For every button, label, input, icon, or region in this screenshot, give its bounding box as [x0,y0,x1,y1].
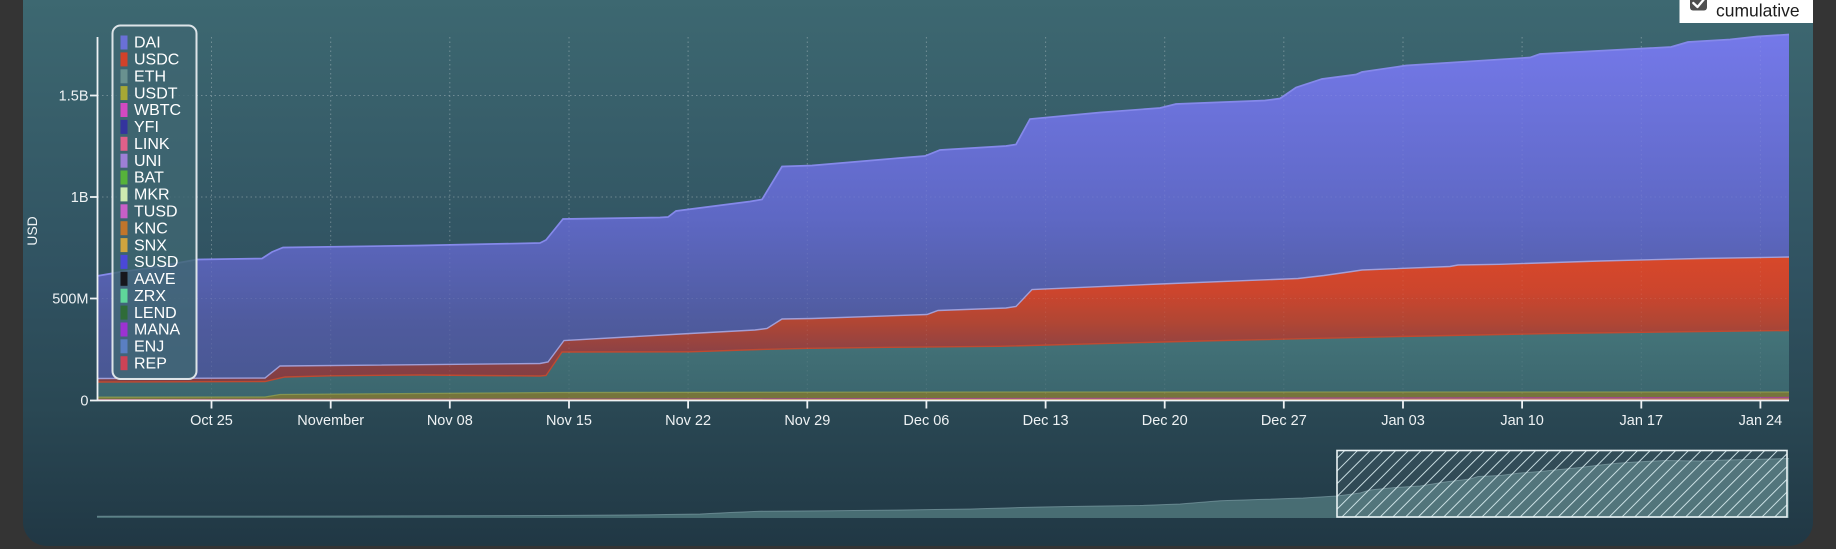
svg-text:MANA: MANA [134,322,181,339]
svg-text:USDT: USDT [134,85,178,102]
svg-text:LEND: LEND [134,305,177,322]
svg-text:November: November [297,413,364,429]
svg-text:WBTC: WBTC [134,102,181,119]
svg-text:YFI: YFI [134,119,159,136]
svg-text:Oct 25: Oct 25 [190,413,233,429]
svg-text:Nov 08: Nov 08 [427,413,473,429]
svg-text:Nov 29: Nov 29 [784,413,830,429]
svg-text:Dec 20: Dec 20 [1142,413,1188,429]
svg-text:USDC: USDC [134,52,179,69]
svg-text:Nov 15: Nov 15 [546,413,592,429]
svg-text:1B: 1B [71,190,89,206]
svg-text:SNX: SNX [134,237,167,254]
svg-text:0: 0 [80,393,88,409]
svg-text:Dec 27: Dec 27 [1261,413,1307,429]
svg-text:USD: USD [24,216,40,246]
svg-text:Jan 10: Jan 10 [1500,413,1544,429]
svg-text:Dec 13: Dec 13 [1023,413,1069,429]
svg-text:1.5B: 1.5B [59,88,89,104]
svg-text:AAVE: AAVE [134,271,176,288]
svg-text:Jan 03: Jan 03 [1381,413,1425,429]
svg-text:MKR: MKR [134,187,170,204]
svg-text:TUSD: TUSD [134,204,178,221]
svg-text:ENJ: ENJ [134,339,164,356]
svg-text:DAI: DAI [134,35,161,52]
svg-text:Jan 24: Jan 24 [1739,413,1783,429]
svg-text:500M: 500M [52,291,88,307]
svg-text:BAT: BAT [134,170,164,187]
svg-text:ZRX: ZRX [134,288,166,305]
svg-text:SUSD: SUSD [134,254,178,271]
svg-text:ETH: ETH [134,69,166,86]
svg-text:Dec 06: Dec 06 [903,413,949,429]
svg-text:cumulative: cumulative [1716,1,1800,21]
svg-text:UNI: UNI [134,153,162,170]
svg-text:Jan 17: Jan 17 [1620,413,1664,429]
svg-text:LINK: LINK [134,136,170,153]
svg-text:REP: REP [134,355,167,372]
svg-text:KNC: KNC [134,220,168,237]
svg-text:Nov 22: Nov 22 [665,413,711,429]
